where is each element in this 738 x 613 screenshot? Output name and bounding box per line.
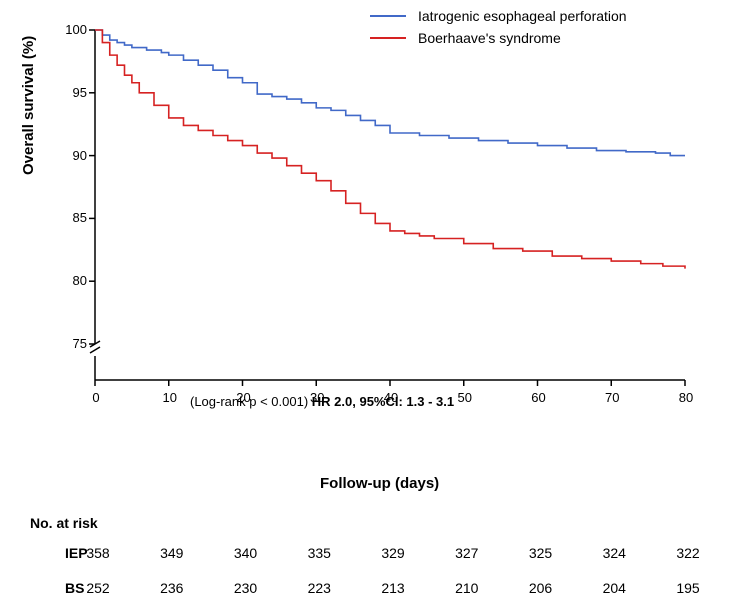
legend-swatch-iep <box>370 15 406 17</box>
y-tick-label: 75 <box>57 336 87 351</box>
risk-value: 329 <box>376 545 410 561</box>
risk-value: 252 <box>81 580 115 596</box>
y-tick-label: 100 <box>57 22 87 37</box>
x-tick-label: 20 <box>233 390 255 405</box>
risk-value: 324 <box>597 545 631 561</box>
x-tick-label: 0 <box>85 390 107 405</box>
x-tick-label: 30 <box>306 390 328 405</box>
risk-value: 340 <box>229 545 263 561</box>
plot-area <box>95 30 685 410</box>
risk-value: 236 <box>155 580 189 596</box>
risk-value: 358 <box>81 545 115 561</box>
risk-value: 204 <box>597 580 631 596</box>
survival-chart-figure: Iatrogenic esophageal perforation Boerha… <box>0 0 738 613</box>
risk-table-title: No. at risk <box>30 515 98 531</box>
x-tick-label: 60 <box>528 390 550 405</box>
x-tick-label: 40 <box>380 390 402 405</box>
risk-value: 210 <box>450 580 484 596</box>
y-tick-label: 85 <box>57 210 87 225</box>
x-tick-label: 80 <box>675 390 697 405</box>
x-tick-label: 10 <box>159 390 181 405</box>
x-tick-label: 70 <box>601 390 623 405</box>
risk-value: 327 <box>450 545 484 561</box>
y-tick-label: 90 <box>57 148 87 163</box>
risk-value: 223 <box>302 580 336 596</box>
risk-value: 230 <box>229 580 263 596</box>
legend-label-iep: Iatrogenic esophageal perforation <box>418 8 627 24</box>
risk-value: 195 <box>671 580 705 596</box>
y-axis-label: Overall survival (%) <box>20 36 37 175</box>
y-tick-label: 95 <box>57 85 87 100</box>
risk-value: 213 <box>376 580 410 596</box>
legend-item-iep: Iatrogenic esophageal perforation <box>370 8 627 24</box>
risk-value: 322 <box>671 545 705 561</box>
x-tick-label: 50 <box>454 390 476 405</box>
risk-value: 325 <box>524 545 558 561</box>
y-tick-label: 80 <box>57 273 87 288</box>
risk-value: 206 <box>524 580 558 596</box>
x-axis-label: Follow-up (days) <box>320 475 439 492</box>
risk-value: 335 <box>302 545 336 561</box>
risk-value: 349 <box>155 545 189 561</box>
